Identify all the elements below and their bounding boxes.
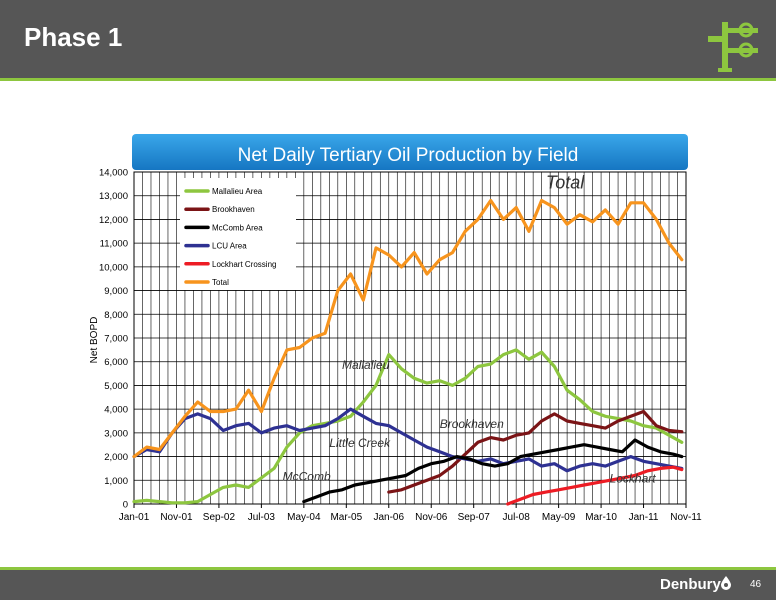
legend-label: Brookhaven — [212, 205, 255, 214]
y-tick-label: 1,000 — [104, 476, 128, 487]
y-tick-label: 10,000 — [99, 262, 128, 273]
legend-box — [180, 178, 296, 290]
y-tick-label: 8,000 — [104, 310, 128, 321]
x-tick-label: Jul-03 — [248, 512, 276, 523]
y-tick-label: 11,000 — [100, 239, 128, 250]
series-line-lockhart-crossing — [506, 465, 684, 506]
x-tick-label: Sep-07 — [458, 512, 491, 523]
oil-wellhead-valve-icon — [708, 22, 758, 72]
y-tick-label: 6,000 — [104, 357, 128, 368]
x-tick-label: Mar-10 — [585, 512, 617, 523]
y-tick-label: 7,000 — [104, 334, 128, 345]
y-tick-label: 2,000 — [104, 452, 128, 463]
legend-label: Lockhart Crossing — [212, 260, 276, 269]
y-axis-label: Net BOPD — [89, 317, 100, 364]
page-number: 46 — [750, 579, 762, 590]
legend-label: Mallalieu Area — [212, 187, 263, 196]
chart-title-box — [132, 134, 688, 170]
y-tick-label: 13,000 — [99, 191, 128, 202]
header-bar — [0, 0, 776, 78]
x-tick-label: Nov-01 — [160, 512, 193, 523]
legend-label: LCU Area — [212, 242, 247, 251]
series-line-lcu-area — [132, 407, 684, 473]
footer-accent-line — [0, 567, 776, 570]
x-tick-label: Nov-11 — [670, 512, 702, 523]
x-tick-label: Jul-08 — [503, 512, 531, 523]
x-tick-label: Jan-06 — [373, 512, 404, 523]
x-tick-label: May-09 — [542, 512, 576, 523]
x-tick-label: Jan-11 — [629, 512, 659, 523]
legend-label: Total — [212, 278, 229, 287]
header-accent-line — [0, 78, 776, 81]
annotation-label: Mallalieu — [342, 358, 390, 372]
x-tick-label: Jan-01 — [119, 512, 150, 523]
y-tick-label: 0 — [123, 500, 128, 511]
y-tick-label: 5,000 — [104, 381, 128, 392]
annotation-label: McComb — [283, 469, 331, 483]
brand-name: Denbury — [660, 576, 721, 593]
series-line-brookhaven — [387, 409, 684, 494]
x-tick-label: Sep-02 — [203, 512, 236, 523]
x-tick-label: Nov-06 — [415, 512, 448, 523]
x-tick-label: Mar-05 — [330, 512, 362, 523]
chart-title: Net Daily Tertiary Oil Production by Fie… — [238, 145, 579, 166]
y-tick-label: 14,000 — [99, 168, 128, 179]
annotation-label: Little Creek — [329, 436, 391, 450]
oil-drop-icon — [721, 576, 731, 590]
series-line-mccomb-area — [302, 438, 684, 504]
series-line-mallalieu-area — [132, 348, 684, 505]
annotation-label: Lockhart — [610, 472, 657, 486]
x-tick-label: May-04 — [287, 512, 321, 523]
footer-bar — [0, 570, 776, 600]
series-line-total — [132, 198, 684, 459]
plot-frame — [133, 171, 687, 505]
annotation-label: Brookhaven — [440, 417, 504, 431]
y-tick-label: 3,000 — [104, 428, 128, 439]
legend-label: McComb Area — [212, 223, 263, 232]
y-tick-label: 9,000 — [104, 286, 128, 297]
slide-title: Phase 1 — [24, 22, 123, 52]
y-tick-label: 12,000 — [99, 215, 128, 226]
y-tick-label: 4,000 — [104, 405, 128, 416]
annotation-label: Total — [546, 173, 585, 193]
